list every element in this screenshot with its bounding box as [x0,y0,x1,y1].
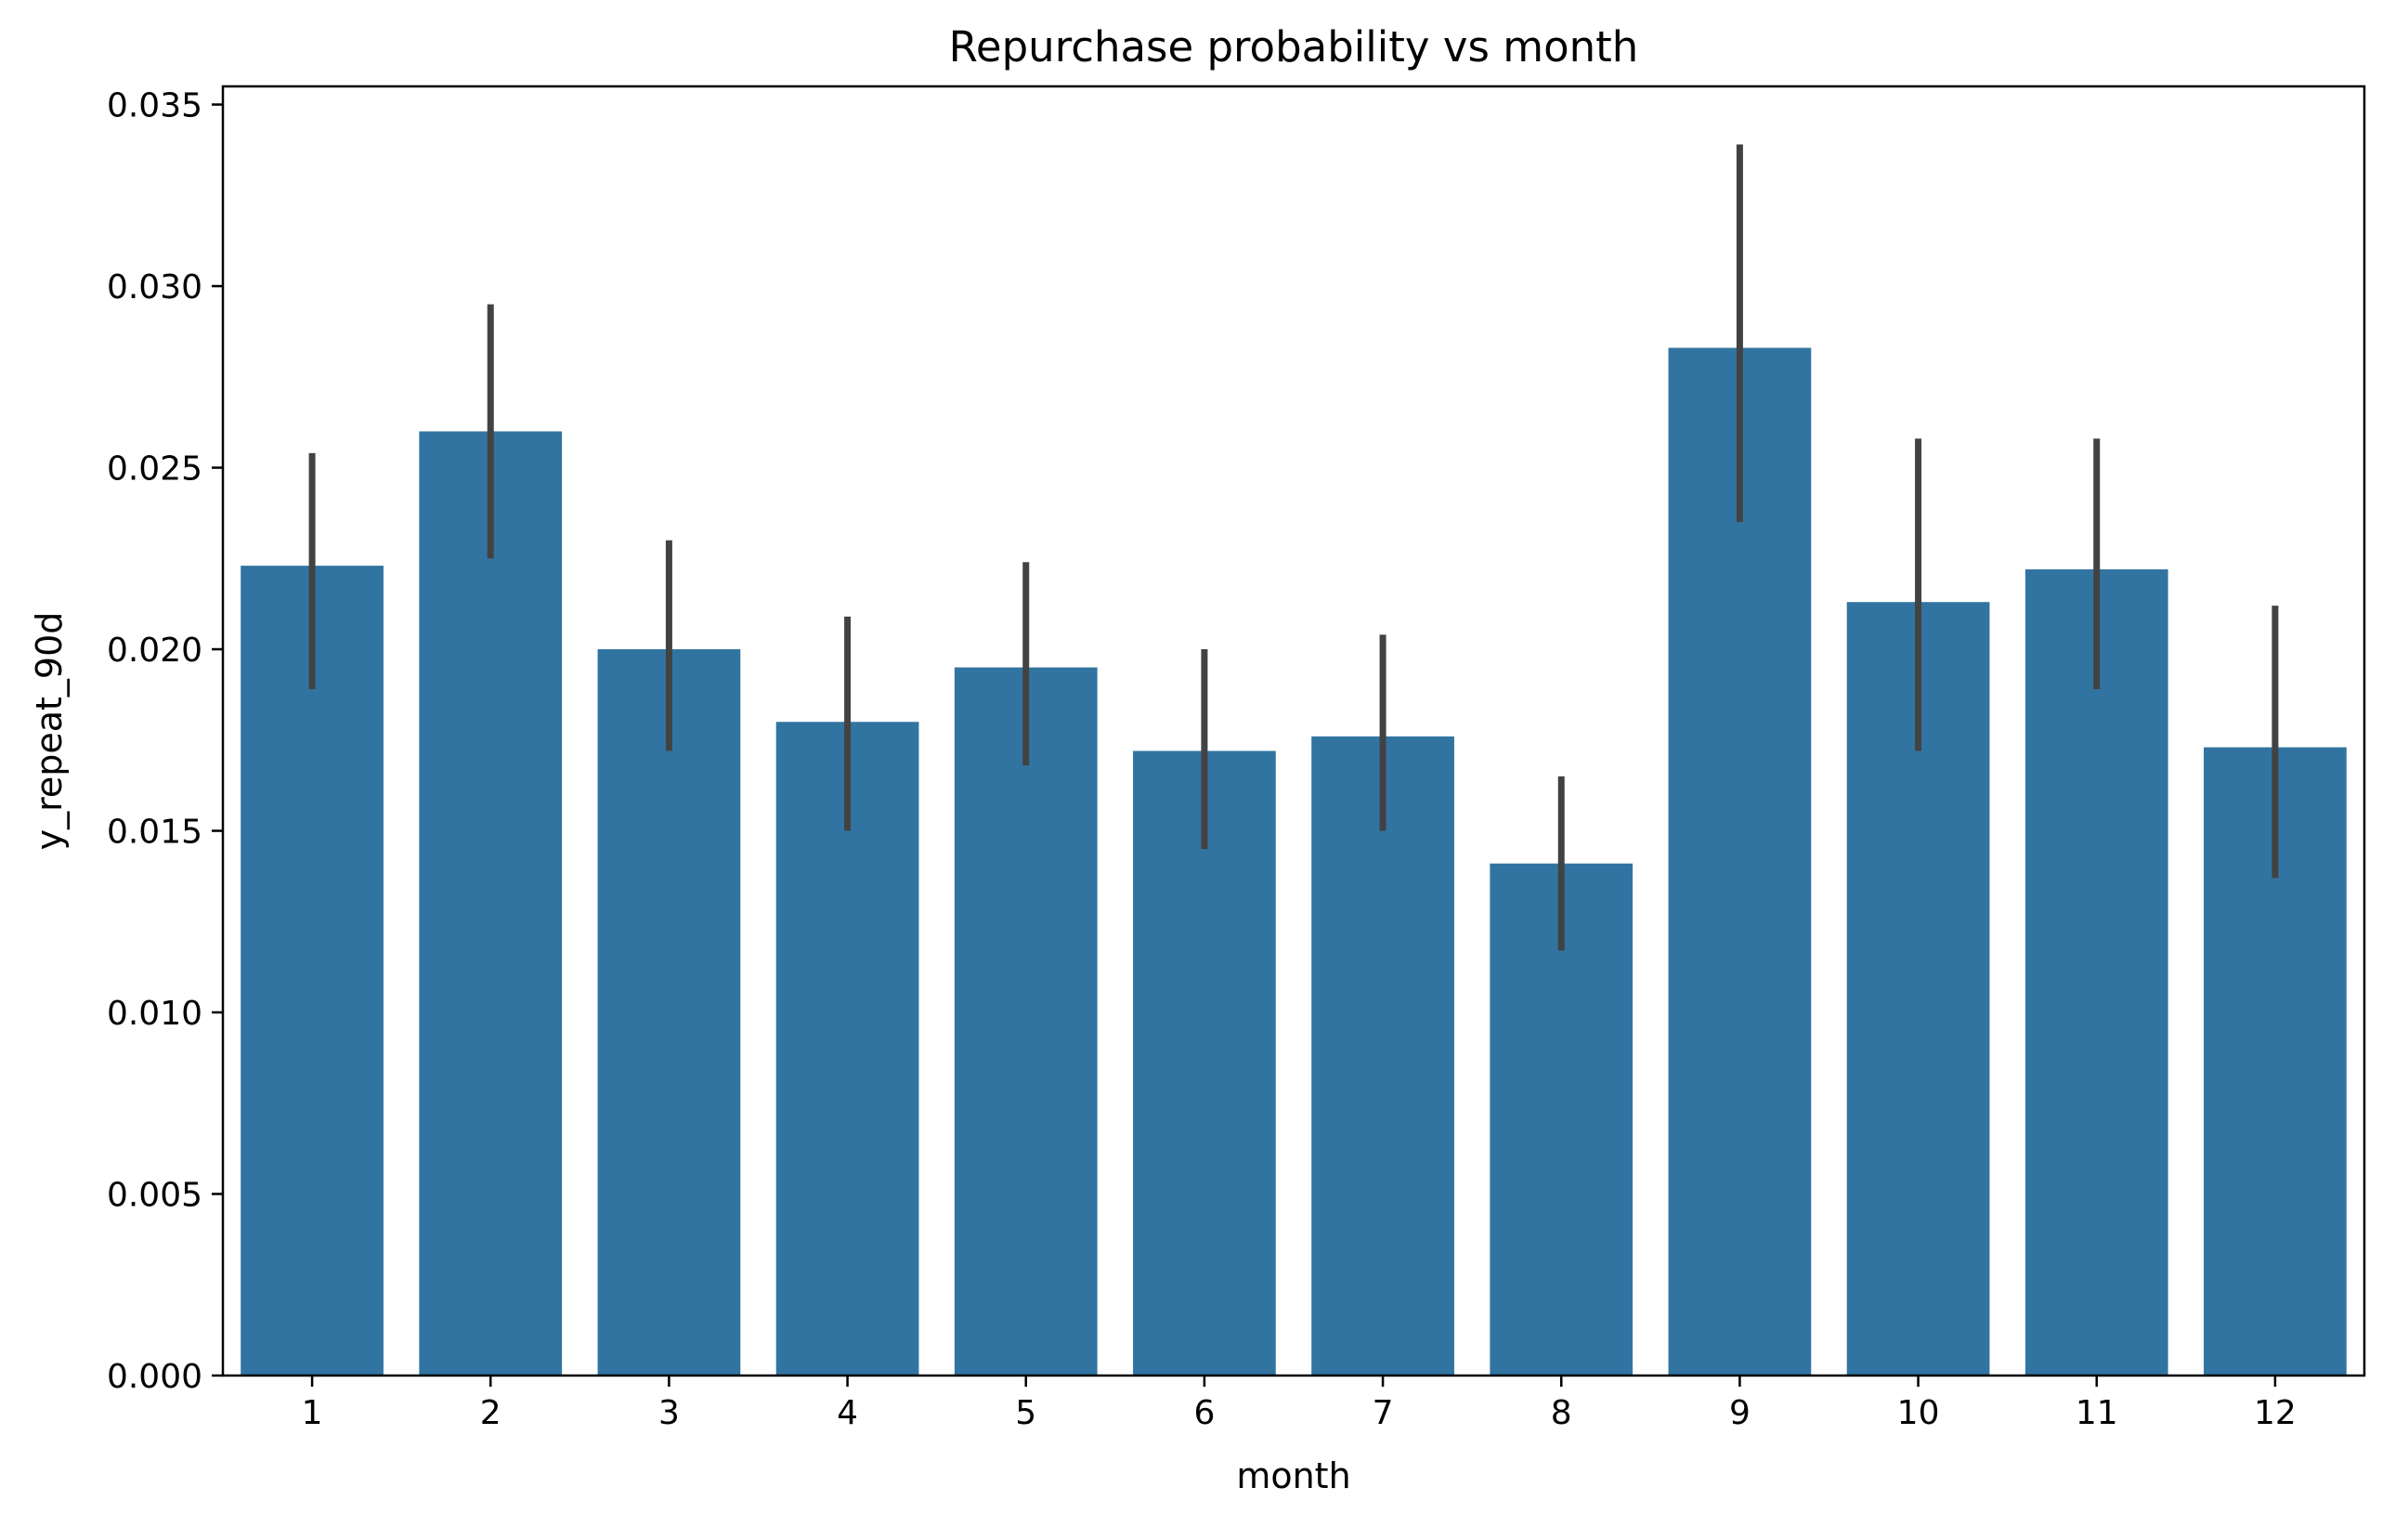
error-bars-layer [308,144,2279,951]
plot-frame [221,85,2366,1377]
x-tick-label: 2 [480,1394,501,1432]
y-tick-label: 0.010 [107,995,202,1033]
x-tick-label: 5 [1015,1394,1036,1432]
x-tick-label: 9 [1729,1394,1751,1432]
y-tick-label: 0.000 [107,1358,202,1396]
x-tick-label: 12 [2254,1394,2297,1432]
chart-title: Repurchase probability vs month [949,22,1639,72]
bar-month-5 [954,667,1098,1376]
bar-month-3 [597,649,741,1376]
bar-month-11 [2024,569,2168,1376]
y-tick-label: 0.020 [107,632,202,670]
labels-layer: Repurchase probability vs month month y_… [29,22,1638,1496]
bar-month-7 [1311,736,1454,1376]
x-tick-label: 11 [2076,1394,2118,1432]
bar-month-1 [241,566,384,1376]
axes-layer: 0.000 0.005 0.010 0.015 0.020 0.025 0.030 0.035… [107,85,2366,1432]
bar-month-2 [419,431,563,1376]
x-axis-label: month [1236,1455,1350,1496]
y-axis-label: y_repeat_90d [29,612,70,851]
x-tick-label: 3 [658,1394,680,1432]
y-tick-label: 0.035 [107,87,202,125]
x-tick-label: 7 [1373,1394,1394,1432]
x-tick-label: 4 [837,1394,858,1432]
x-tick-label: 8 [1551,1394,1572,1432]
x-tick-label: 1 [302,1394,323,1432]
y-tick-label: 0.030 [107,268,202,307]
y-tick-label: 0.025 [107,450,202,489]
bar-month-6 [1133,750,1276,1376]
y-tick-label: 0.005 [107,1177,202,1215]
x-tick-label: 6 [1193,1394,1215,1432]
y-tick-label: 0.015 [107,814,202,852]
x-tick-label: 10 [1897,1394,1940,1432]
bars-layer [241,347,2347,1376]
